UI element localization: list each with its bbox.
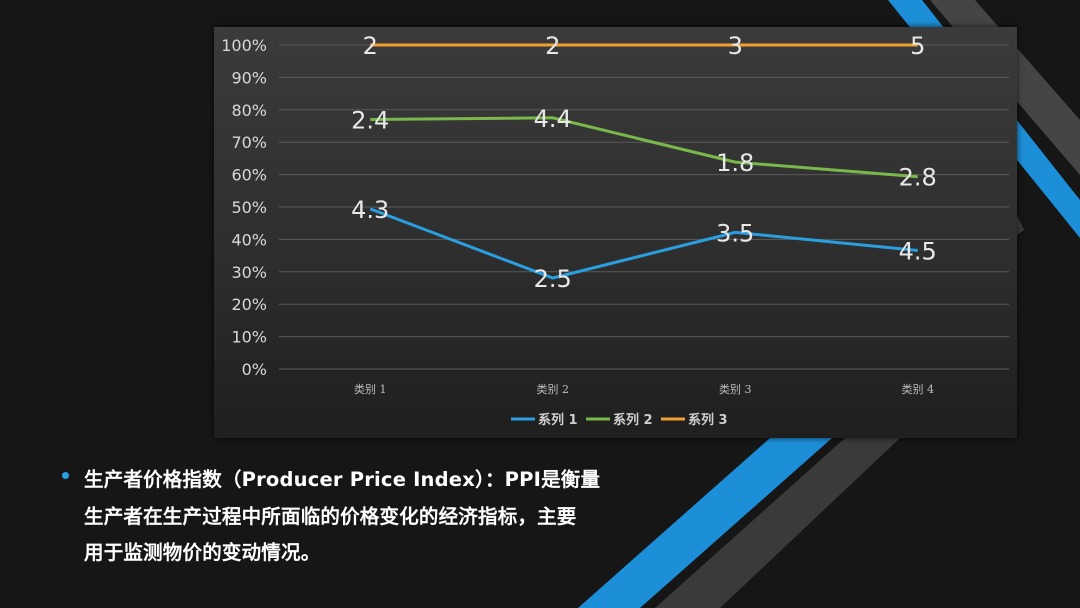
series-line [369,207,918,280]
data-label: 4.5 [899,237,937,265]
x-tick-label: 类别 1 [354,382,387,396]
data-label: 1.8 [716,149,754,177]
gray-diagonal-band [655,438,900,608]
y-tick-label: 20% [231,295,267,314]
y-tick-label: 50% [231,198,267,217]
legend-label: 系列 1 [538,412,578,428]
x-tick-label: 类别 3 [719,382,752,396]
data-label: 4.3 [351,196,389,224]
data-label: 2 [545,32,560,60]
y-tick-label: 0% [242,360,267,379]
description-line-1: 生产者价格指数（Producer Price Index）：PPI是衡量 [84,468,601,491]
y-tick-label: 90% [231,68,267,87]
chart-panel: 0% 10% 20% 30% 40% 50% 60% 70% 80% 90% 100% 类别 1 类别 … [214,27,1017,438]
data-label: 5 [910,32,925,60]
y-tick-label: 60% [231,166,267,185]
data-label: 3 [728,32,743,60]
data-label: 2.5 [534,265,572,293]
x-tick-label: 类别 2 [537,382,570,396]
data-label: 3.5 [716,219,754,247]
blue-diagonal-band [578,438,832,608]
data-label: 4.4 [534,105,572,133]
bullet-dot [62,472,69,479]
right-edge-shard [1017,215,1024,235]
percent-stacked-line-chart: 0% 10% 20% 30% 40% 50% 60% 70% 80% 90% 100% 类别 1 类别 … [221,32,1009,428]
data-label: 2 [363,32,378,60]
description-line-2: 生产者在生产过程中所面临的价格变化的经济指标，主要 [84,504,577,528]
y-tick-label: 40% [231,230,267,249]
legend-label: 系列 2 [613,412,653,428]
y-tick-label: 80% [231,101,267,120]
y-tick-label: 70% [231,133,267,152]
y-tick-label: 30% [231,263,267,282]
series-line [370,116,918,179]
data-label: 2.8 [899,164,937,192]
y-tick-label: 10% [231,328,267,347]
legend-label: 系列 3 [688,412,728,428]
x-tick-label: 类别 4 [902,382,935,396]
ppi-description: 生产者价格指数（Producer Price Index）：PPI是衡量 生产者… [84,462,659,572]
data-label: 2.4 [351,106,389,134]
description-line-3: 用于监测物价的变动情况。 [84,541,321,564]
y-tick-label: 100% [221,36,267,55]
